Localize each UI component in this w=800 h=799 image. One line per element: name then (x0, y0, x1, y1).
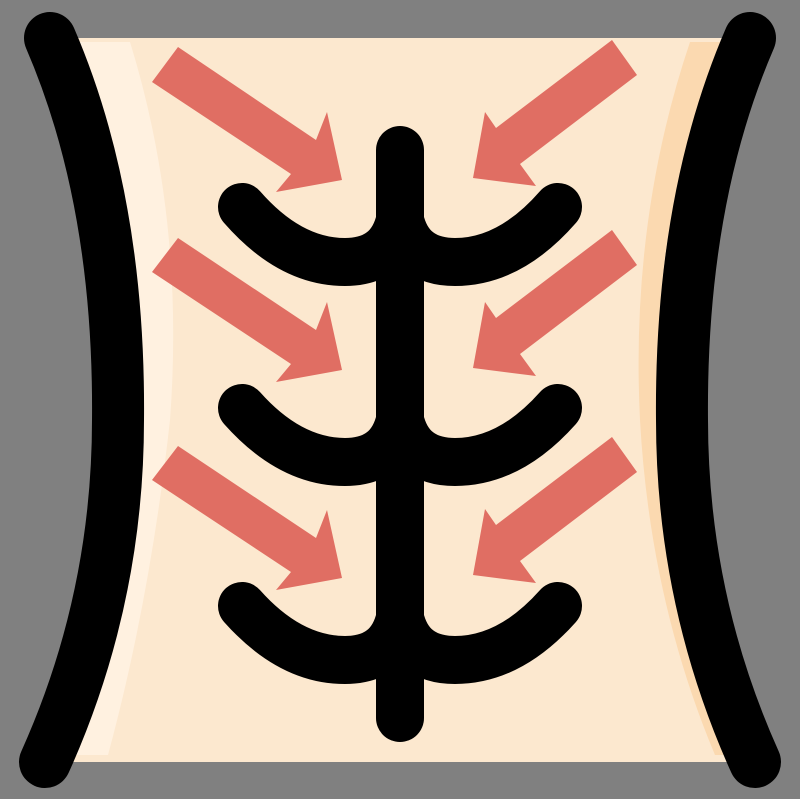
rib-right-middle (376, 384, 582, 486)
torso-highlight (60, 42, 174, 755)
arrow-left-middle-icon (152, 238, 342, 382)
rib-right-top (376, 183, 582, 286)
arrow-right-middle-icon (473, 230, 637, 376)
torso-left-outline (19, 12, 145, 788)
arrow-right-bottom-icon (473, 437, 637, 583)
spine (218, 126, 582, 742)
pressure-arrows (152, 40, 637, 590)
arrow-left-top-icon (152, 47, 342, 192)
rib-right-bottom (376, 582, 582, 684)
arrow-right-top-icon (473, 40, 637, 186)
torso-right-outline (655, 12, 781, 788)
arrow-left-bottom-icon (152, 446, 342, 590)
